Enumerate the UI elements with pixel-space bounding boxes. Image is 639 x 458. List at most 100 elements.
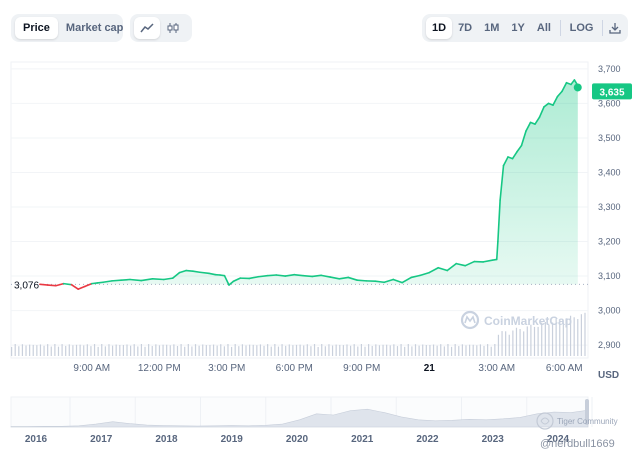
y-tick-label: 3,100 bbox=[598, 271, 621, 281]
price-tab[interactable]: Price bbox=[15, 17, 58, 39]
volume-bar bbox=[140, 344, 143, 356]
y-axis-labels: 3,700 3,600 3,500 3,400 3,300 3,200 3,100 3,000… bbox=[598, 64, 621, 350]
volume-bar bbox=[461, 344, 463, 356]
range-toggle: 1D 7D 1M 1Y All LOG bbox=[422, 14, 628, 42]
volume-bar bbox=[173, 344, 175, 356]
price-segment bbox=[455, 262, 467, 267]
volume-bar bbox=[108, 344, 110, 356]
volume-bar bbox=[11, 347, 13, 356]
volume-bar bbox=[310, 346, 312, 356]
line-chart-icon[interactable] bbox=[134, 17, 160, 39]
volume-bar bbox=[353, 344, 355, 356]
price-segment bbox=[257, 274, 269, 278]
range-7d-button[interactable]: 7D bbox=[458, 22, 473, 34]
currency-label: USD bbox=[598, 370, 619, 381]
volume-bar bbox=[54, 344, 56, 356]
volume-bar bbox=[523, 331, 525, 356]
log-scale-button[interactable]: LOG bbox=[569, 22, 594, 34]
x-tick-label: 3:00 AM bbox=[478, 363, 515, 374]
volume-bar bbox=[57, 346, 60, 356]
navigator-handle[interactable] bbox=[585, 399, 589, 425]
volume-bar bbox=[422, 344, 424, 356]
volume-bar bbox=[425, 345, 427, 356]
navigator-year-labels: 2016 2017 2018 2019 2020 2021 2022 2023 2024 bbox=[25, 434, 570, 445]
range-1y-button[interactable]: 1Y bbox=[511, 22, 525, 34]
volume-bar bbox=[259, 344, 262, 356]
volume-bar bbox=[497, 334, 500, 356]
volume-bar bbox=[306, 344, 308, 356]
volume-bar bbox=[144, 346, 146, 356]
volume-bar bbox=[90, 346, 92, 356]
volume-bar bbox=[191, 346, 193, 356]
year-label: 2016 bbox=[25, 434, 48, 445]
y-tick-label: 3,600 bbox=[598, 98, 621, 108]
volume-bar bbox=[97, 346, 99, 356]
volume-bar bbox=[184, 346, 186, 356]
price-segment bbox=[151, 278, 165, 281]
range-1m-button[interactable]: 1M bbox=[484, 22, 500, 34]
price-segment bbox=[102, 280, 113, 284]
volume-bar bbox=[569, 315, 572, 356]
range-1d-button[interactable]: 1D bbox=[426, 17, 453, 39]
watermark-text: CoinMarketCap bbox=[484, 314, 572, 328]
year-label: 2020 bbox=[286, 434, 309, 445]
volume-bar bbox=[537, 326, 539, 356]
x-tick-label: 6:00 AM bbox=[546, 363, 583, 374]
volume-bar bbox=[468, 344, 471, 356]
volume-bar bbox=[104, 346, 106, 356]
download-icon[interactable] bbox=[606, 17, 624, 39]
volume-bar bbox=[487, 344, 489, 356]
volume-bar bbox=[79, 344, 81, 356]
volume-bar bbox=[490, 346, 492, 356]
volume-bar bbox=[303, 345, 305, 356]
metric-toggle: Price Market cap bbox=[11, 14, 123, 42]
volume-bar bbox=[274, 344, 276, 356]
toolbar-divider bbox=[602, 20, 604, 36]
volume-bar bbox=[50, 346, 52, 356]
volume-bar bbox=[220, 344, 222, 356]
volume-bar bbox=[133, 344, 135, 356]
range-navigator[interactable] bbox=[10, 396, 593, 428]
volume-bar bbox=[386, 344, 388, 356]
volume-bar bbox=[389, 345, 391, 356]
price-segment bbox=[516, 144, 523, 153]
volume-bar bbox=[400, 344, 402, 356]
volume-bar bbox=[494, 344, 496, 356]
current-price-badge bbox=[592, 83, 632, 100]
market-cap-tab[interactable]: Market cap bbox=[65, 22, 124, 34]
volume-bar bbox=[68, 344, 70, 356]
volume-bar bbox=[512, 330, 514, 356]
volume-bar bbox=[440, 344, 442, 356]
volume-bar bbox=[234, 344, 236, 356]
year-label: 2017 bbox=[90, 434, 113, 445]
price-segment bbox=[70, 283, 80, 290]
volume-bar bbox=[580, 314, 582, 356]
volume-bar bbox=[137, 346, 139, 356]
price-segment bbox=[171, 271, 181, 279]
volume-bar bbox=[360, 344, 363, 356]
volume-bar bbox=[249, 344, 251, 356]
year-label: 2021 bbox=[351, 434, 374, 445]
current-price-label: 3,635 bbox=[599, 87, 624, 98]
price-segment bbox=[232, 277, 242, 283]
volume-bar bbox=[483, 345, 485, 356]
volume-bar bbox=[429, 345, 431, 356]
volume-bar bbox=[166, 344, 168, 356]
price-segment bbox=[111, 279, 122, 282]
price-segment bbox=[543, 102, 550, 108]
candlestick-icon[interactable] bbox=[160, 17, 186, 39]
volume-bar bbox=[476, 345, 478, 356]
volume-bar bbox=[321, 344, 323, 356]
price-segment bbox=[410, 274, 422, 279]
volume-bar bbox=[270, 346, 272, 356]
price-segment bbox=[529, 121, 536, 125]
volume-bar bbox=[205, 345, 207, 356]
volume-bar bbox=[277, 346, 280, 356]
volume-bar bbox=[72, 345, 74, 356]
volume-bar bbox=[43, 345, 45, 356]
range-all-button[interactable]: All bbox=[536, 22, 551, 34]
year-label: 2019 bbox=[221, 434, 244, 445]
price-segment bbox=[482, 259, 494, 263]
plot-frame bbox=[10, 61, 589, 359]
